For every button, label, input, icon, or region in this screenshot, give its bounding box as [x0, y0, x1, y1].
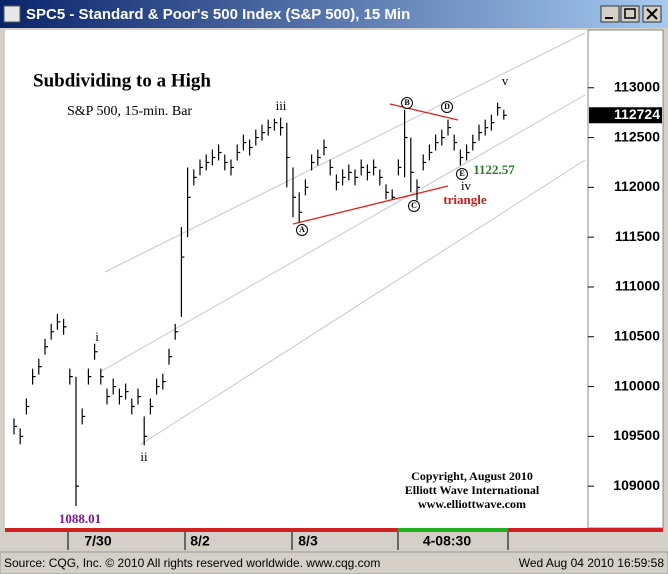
time-axis — [5, 532, 663, 550]
annotation: iv — [461, 178, 472, 193]
annotation: B — [404, 98, 410, 107]
credit: www.elliottwave.com — [418, 497, 526, 511]
minimize-button[interactable] — [600, 5, 620, 23]
window-icon — [3, 5, 21, 23]
session-strip — [398, 528, 508, 532]
chart-title: Subdividing to a High — [33, 70, 211, 91]
annotation: iii — [276, 98, 287, 113]
annotation: D — [444, 102, 450, 111]
y-tick-label: 111000 — [615, 278, 660, 294]
close-icon — [646, 8, 658, 20]
annotation: v — [502, 73, 509, 88]
y-tick-label: 109500 — [613, 427, 660, 443]
annotation: E — [459, 169, 464, 178]
annotation: A — [299, 225, 305, 234]
credit: Elliott Wave International — [405, 483, 540, 497]
title-bar — [0, 0, 668, 28]
time-label: 7/30 — [84, 533, 111, 549]
credit: Copyright, August 2010 — [411, 469, 533, 483]
time-label: 8/3 — [298, 533, 318, 549]
maximize-icon — [624, 8, 636, 19]
triangle-lines — [292, 103, 459, 225]
window-title: SPC5 - Standard & Poor's 500 Index (S&P … — [26, 6, 410, 23]
time-label: 4-08:30 — [423, 533, 471, 549]
annotation: 1088.01 — [59, 511, 101, 526]
window-buttons[interactable] — [600, 5, 662, 23]
channel-lines — [99, 32, 586, 446]
annotation: ii — [140, 449, 148, 464]
channel-line — [104, 32, 586, 273]
annotation: 1122.57 — [473, 162, 515, 177]
annotation: C — [411, 201, 417, 210]
plot-area — [5, 30, 588, 528]
annotation: i — [95, 329, 99, 344]
last-price-box — [589, 107, 662, 124]
session-strip — [5, 528, 663, 532]
y-tick-label: 113000 — [614, 78, 660, 94]
y-tick-label: 112000 — [614, 178, 660, 194]
triangle-line — [389, 103, 459, 121]
y-tick-label: 111500 — [615, 228, 660, 244]
wave-circle — [296, 224, 308, 236]
y-tick-label: 112500 — [614, 128, 660, 144]
time-label: 8/2 — [190, 533, 210, 549]
y-tick-label: 110000 — [614, 377, 660, 393]
last-price-label: 112724 — [614, 106, 660, 122]
y-tick-label: 109000 — [613, 477, 660, 493]
status-bar — [0, 551, 668, 574]
channel-line — [99, 94, 586, 373]
y-tick-label: 110500 — [614, 327, 660, 343]
triangle-line — [292, 185, 449, 225]
channel-line — [139, 159, 586, 446]
chart-subtitle: S&P 500, 15-min. Bar — [67, 104, 192, 119]
wave-circle — [441, 101, 453, 113]
wave-circle — [408, 200, 420, 212]
wave-circle — [401, 97, 413, 109]
status-source: Source: CQG, Inc. © 2010 All rights rese… — [4, 556, 380, 570]
annotation: triangle — [443, 192, 487, 207]
status-timestamp: Wed Aug 04 2010 16:59:58 — [519, 556, 665, 570]
wave-circle — [456, 168, 468, 180]
